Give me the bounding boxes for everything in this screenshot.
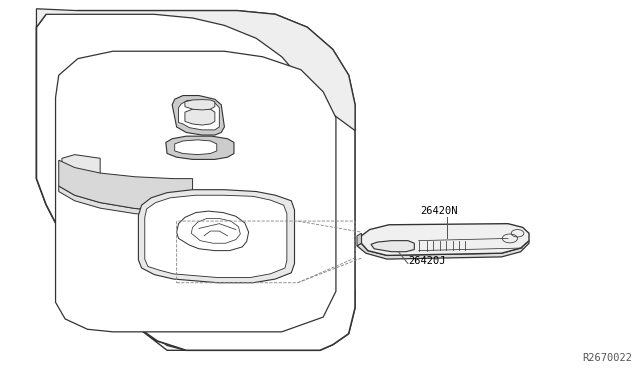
Polygon shape	[59, 186, 193, 216]
Polygon shape	[138, 190, 294, 283]
Polygon shape	[175, 140, 217, 155]
Polygon shape	[179, 100, 220, 130]
Text: 26420J: 26420J	[408, 256, 445, 266]
Polygon shape	[185, 100, 215, 110]
Polygon shape	[185, 109, 215, 125]
Polygon shape	[36, 9, 355, 131]
Polygon shape	[62, 155, 100, 177]
Polygon shape	[357, 241, 529, 259]
Polygon shape	[357, 233, 362, 246]
Polygon shape	[59, 160, 193, 211]
Polygon shape	[145, 195, 287, 278]
Text: R2670022: R2670022	[582, 353, 632, 363]
Polygon shape	[166, 136, 234, 160]
Polygon shape	[371, 241, 414, 252]
Text: 26420N: 26420N	[420, 206, 458, 215]
Polygon shape	[36, 11, 355, 350]
Polygon shape	[362, 224, 529, 256]
Polygon shape	[172, 96, 225, 135]
Polygon shape	[46, 166, 355, 350]
Polygon shape	[36, 14, 186, 350]
Polygon shape	[56, 51, 336, 332]
